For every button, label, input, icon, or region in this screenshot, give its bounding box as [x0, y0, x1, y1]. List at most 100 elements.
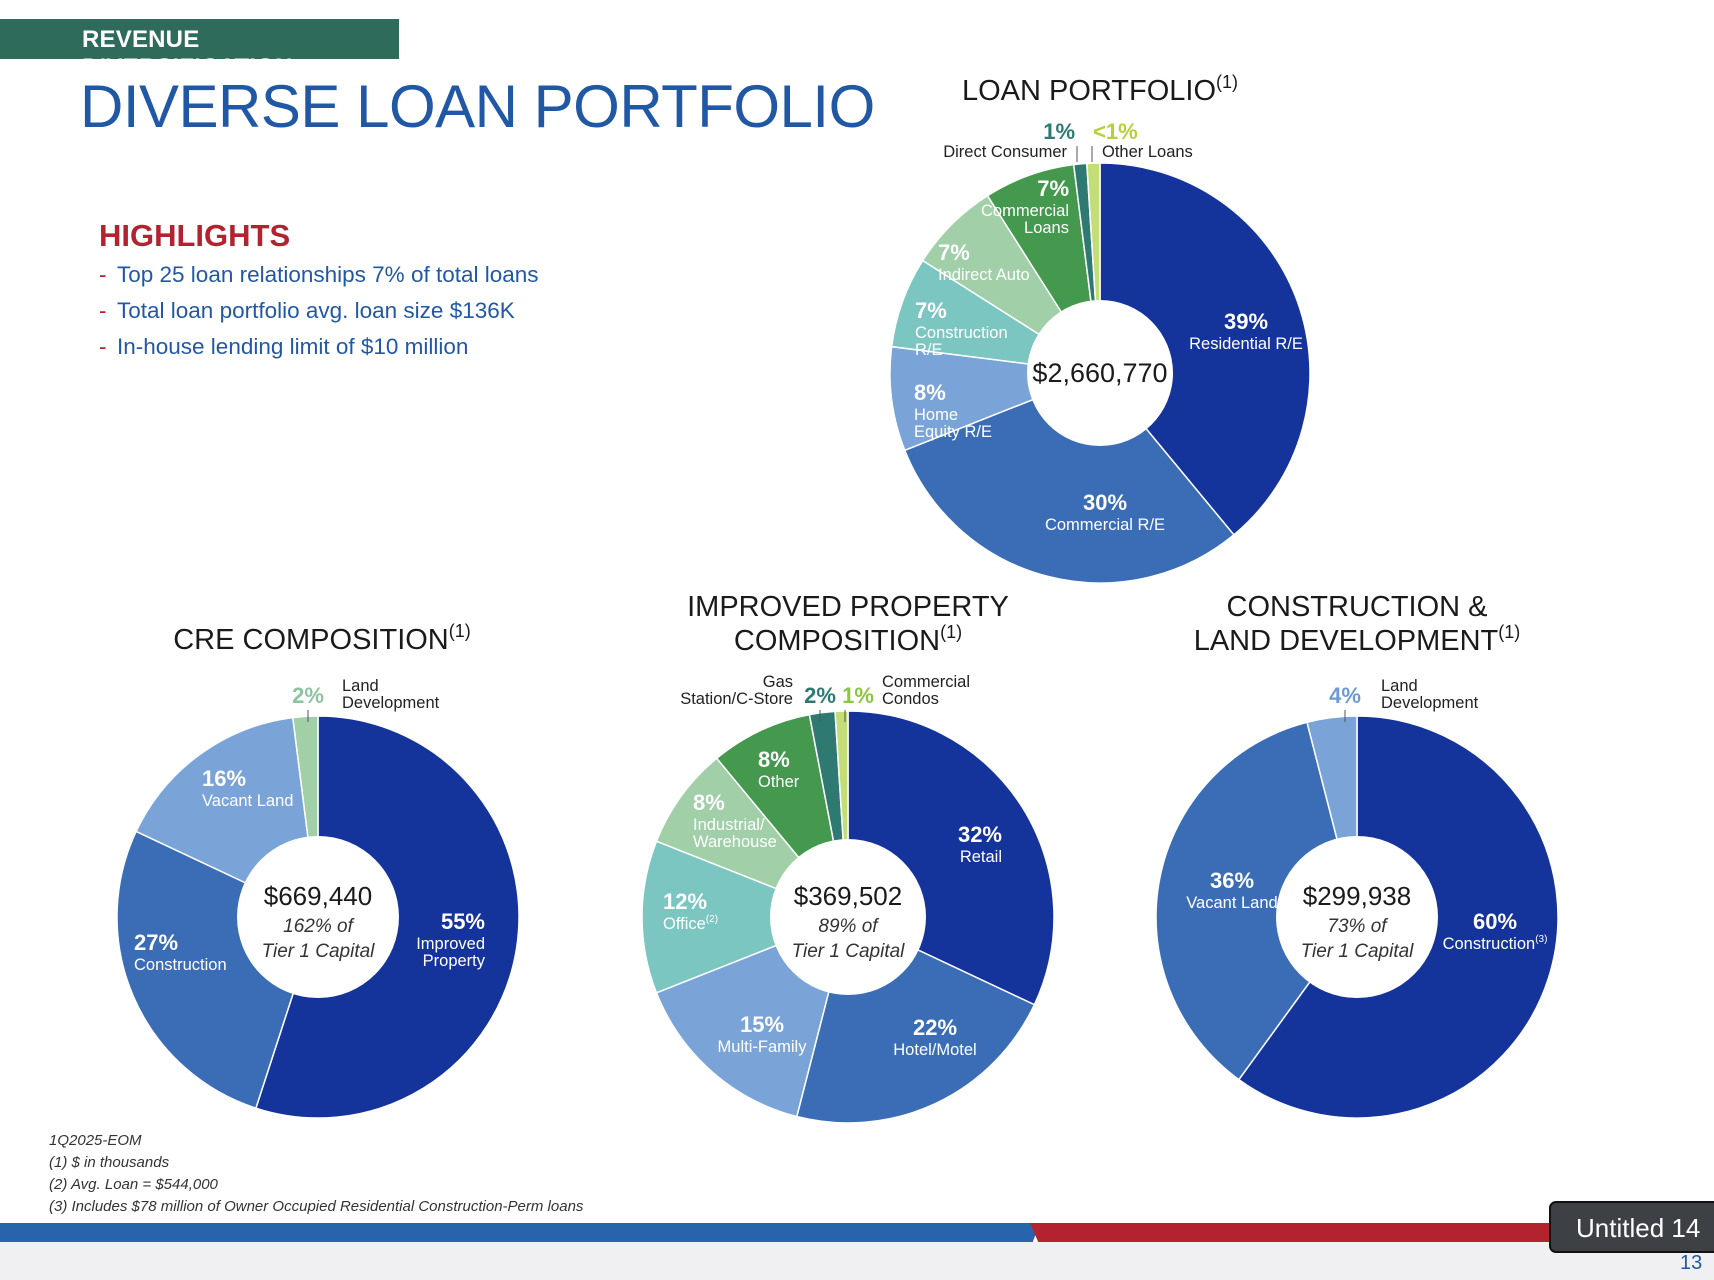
chart-title: CONSTRUCTION & [1227, 591, 1488, 623]
pie-slice [903, 372, 1235, 584]
pie-center-note: 162% of [283, 916, 354, 937]
slice-name-label: Development [342, 694, 440, 712]
highlight-item: - Top 25 loan relationships 7% of total l… [99, 262, 539, 287]
footer-bar-red [1030, 1223, 1714, 1242]
pie-center-note: Tier 1 Capital [792, 941, 906, 962]
slice-value-label: 7% [938, 240, 970, 265]
slice-name-label: Home [914, 406, 958, 424]
slice-value-label: 1% [1043, 119, 1075, 144]
highlights-list: - Top 25 loan relationships 7% of total l… [99, 262, 539, 370]
slice-name-label: Construction [134, 956, 227, 974]
section-tag: REVENUE DIVERSIFICATION [0, 19, 399, 81]
slice-name-label: Industrial/ [693, 816, 765, 834]
slice-name-label: Construction [915, 324, 1008, 342]
slice-name-label: Commercial [981, 202, 1069, 220]
highlight-text: Top 25 loan relationships 7% of total lo… [117, 262, 539, 287]
pie-center-note: Tier 1 Capital [262, 941, 376, 962]
pie-hole [1027, 300, 1173, 446]
pie-center-total: $299,938 [1303, 881, 1411, 911]
pie-chart-3: CONSTRUCTION &LAND DEVELOPMENT(1) $299,93… [1155, 591, 1559, 1119]
pie-slice [1155, 721, 1358, 1081]
slice-value-label: 30% [1083, 490, 1127, 515]
slice-name-label: Land [342, 677, 379, 695]
slice-name-label: Equity R/E [914, 423, 992, 441]
slice-value-label: 27% [134, 930, 178, 955]
slice-name-label: Warehouse [693, 833, 777, 851]
pie-chart-1: CRE COMPOSITION(1) $669,440 162% of Tier 1 … [116, 621, 520, 1119]
slice-value-label: 22% [913, 1015, 957, 1040]
slice-value-label: 36% [1210, 868, 1254, 893]
slice-value-label: 15% [740, 1012, 784, 1037]
slice-name-label: Residential R/E [1189, 335, 1303, 353]
pie-center-total: $669,440 [264, 881, 372, 911]
slice-name-label: Property [423, 952, 486, 970]
slice-name-label: Loans [1024, 219, 1069, 237]
slice-value-label: 7% [915, 298, 947, 323]
slice-value-label: 8% [914, 380, 946, 405]
footnote: 1Q2025-EOM [49, 1132, 142, 1149]
slice-name-label: Multi-Family [718, 1038, 808, 1056]
slice-name-label: Commercial [882, 673, 970, 691]
chart-title: IMPROVED PROPERTY [687, 591, 1009, 623]
pie-center-note: 73% of [1327, 916, 1388, 937]
slice-name-label: Commercial R/E [1045, 516, 1165, 534]
slice-value-label: 8% [693, 790, 725, 815]
slice-name-label: Retail [960, 848, 1002, 866]
slice-name-label: Other Loans [1102, 143, 1193, 161]
footnotes: 1Q2025-EOM (1) $ in thousands (2) Avg. L… [49, 1130, 583, 1218]
slice-value-label: <1% [1093, 119, 1138, 144]
highlight-text: In-house lending limit of $10 million [117, 334, 469, 359]
chart-title: LAND DEVELOPMENT(1) [1194, 622, 1521, 657]
chart-title: LOAN PORTFOLIO(1) [962, 72, 1238, 107]
page-number: 13 [1680, 1252, 1703, 1274]
highlights-title: HIGHLIGHTS [99, 218, 291, 253]
slice-name-label: Condos [882, 690, 939, 708]
slice-name-label: Vacant Land [1186, 894, 1277, 912]
pie-slice [641, 840, 851, 994]
slice-value-label: 2% [804, 683, 836, 708]
pie-center-total: $2,660,770 [1032, 358, 1167, 388]
pie-hole [237, 836, 399, 998]
pie-hole [1276, 836, 1438, 998]
slice-value-label: 2% [292, 683, 324, 708]
slice-value-label: 60% [1473, 909, 1517, 934]
footer-bar-blue [0, 1223, 1040, 1242]
footnote: (1) $ in thousands [49, 1154, 170, 1171]
slice-name-label: Direct Consumer [943, 143, 1067, 161]
slice-name-label: Hotel/Motel [893, 1041, 976, 1059]
slice-value-label: 8% [758, 747, 790, 772]
pie-center-total: $369,502 [794, 881, 902, 911]
window-badge-label: Untitled 14 [1576, 1213, 1701, 1243]
highlight-text: Total loan portfolio avg. loan size $136… [117, 298, 515, 323]
slice-name-label: Office(2) [663, 914, 718, 933]
window-badge[interactable]: Untitled 14 [1549, 1201, 1714, 1253]
slice-value-label: 7% [1037, 176, 1069, 201]
pie-chart-0: LOAN PORTFOLIO(1) $2,660,770 39%Residentia… [889, 72, 1311, 584]
footer-strip [0, 1242, 1714, 1280]
slice-value-label: 55% [441, 909, 485, 934]
chart-title: CRE COMPOSITION(1) [173, 621, 471, 656]
section-tag-label: REVENUE DIVERSIFICATION [82, 26, 293, 81]
slice-name-label: Indirect Auto [938, 266, 1030, 284]
pie-slice [1099, 162, 1311, 536]
page-title: DIVERSE LOAN PORTFOLIO [80, 73, 875, 140]
slice-value-label: 4% [1329, 683, 1361, 708]
slice-name-label: R/E [915, 341, 943, 359]
slice-name-label: Development [1381, 694, 1479, 712]
slice-name-label: Construction(3) [1443, 934, 1548, 953]
slice-name-label: Improved [416, 935, 485, 953]
slice-name-label: Land [1381, 677, 1418, 695]
slice-value-label: 39% [1224, 309, 1268, 334]
slice-value-label: 16% [202, 766, 246, 791]
pie-center-note: 89% of [818, 916, 879, 937]
slice-name-label: Gas [763, 673, 793, 691]
slice-name-label: Station/C-Store [680, 690, 793, 708]
footnote: (2) Avg. Loan = $544,000 [49, 1176, 218, 1193]
highlight-item: - In-house lending limit of $10 million [99, 334, 469, 359]
highlight-item: - Total loan portfolio avg. loan size $13… [99, 298, 515, 323]
slice-name-label: Vacant Land [202, 792, 293, 810]
slice-name-label: Other [758, 773, 800, 791]
slice-value-label: 1% [842, 683, 874, 708]
